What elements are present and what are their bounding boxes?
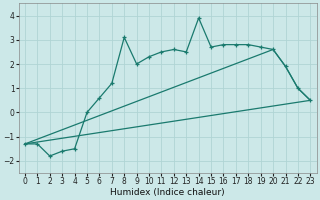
X-axis label: Humidex (Indice chaleur): Humidex (Indice chaleur) [110,188,225,197]
